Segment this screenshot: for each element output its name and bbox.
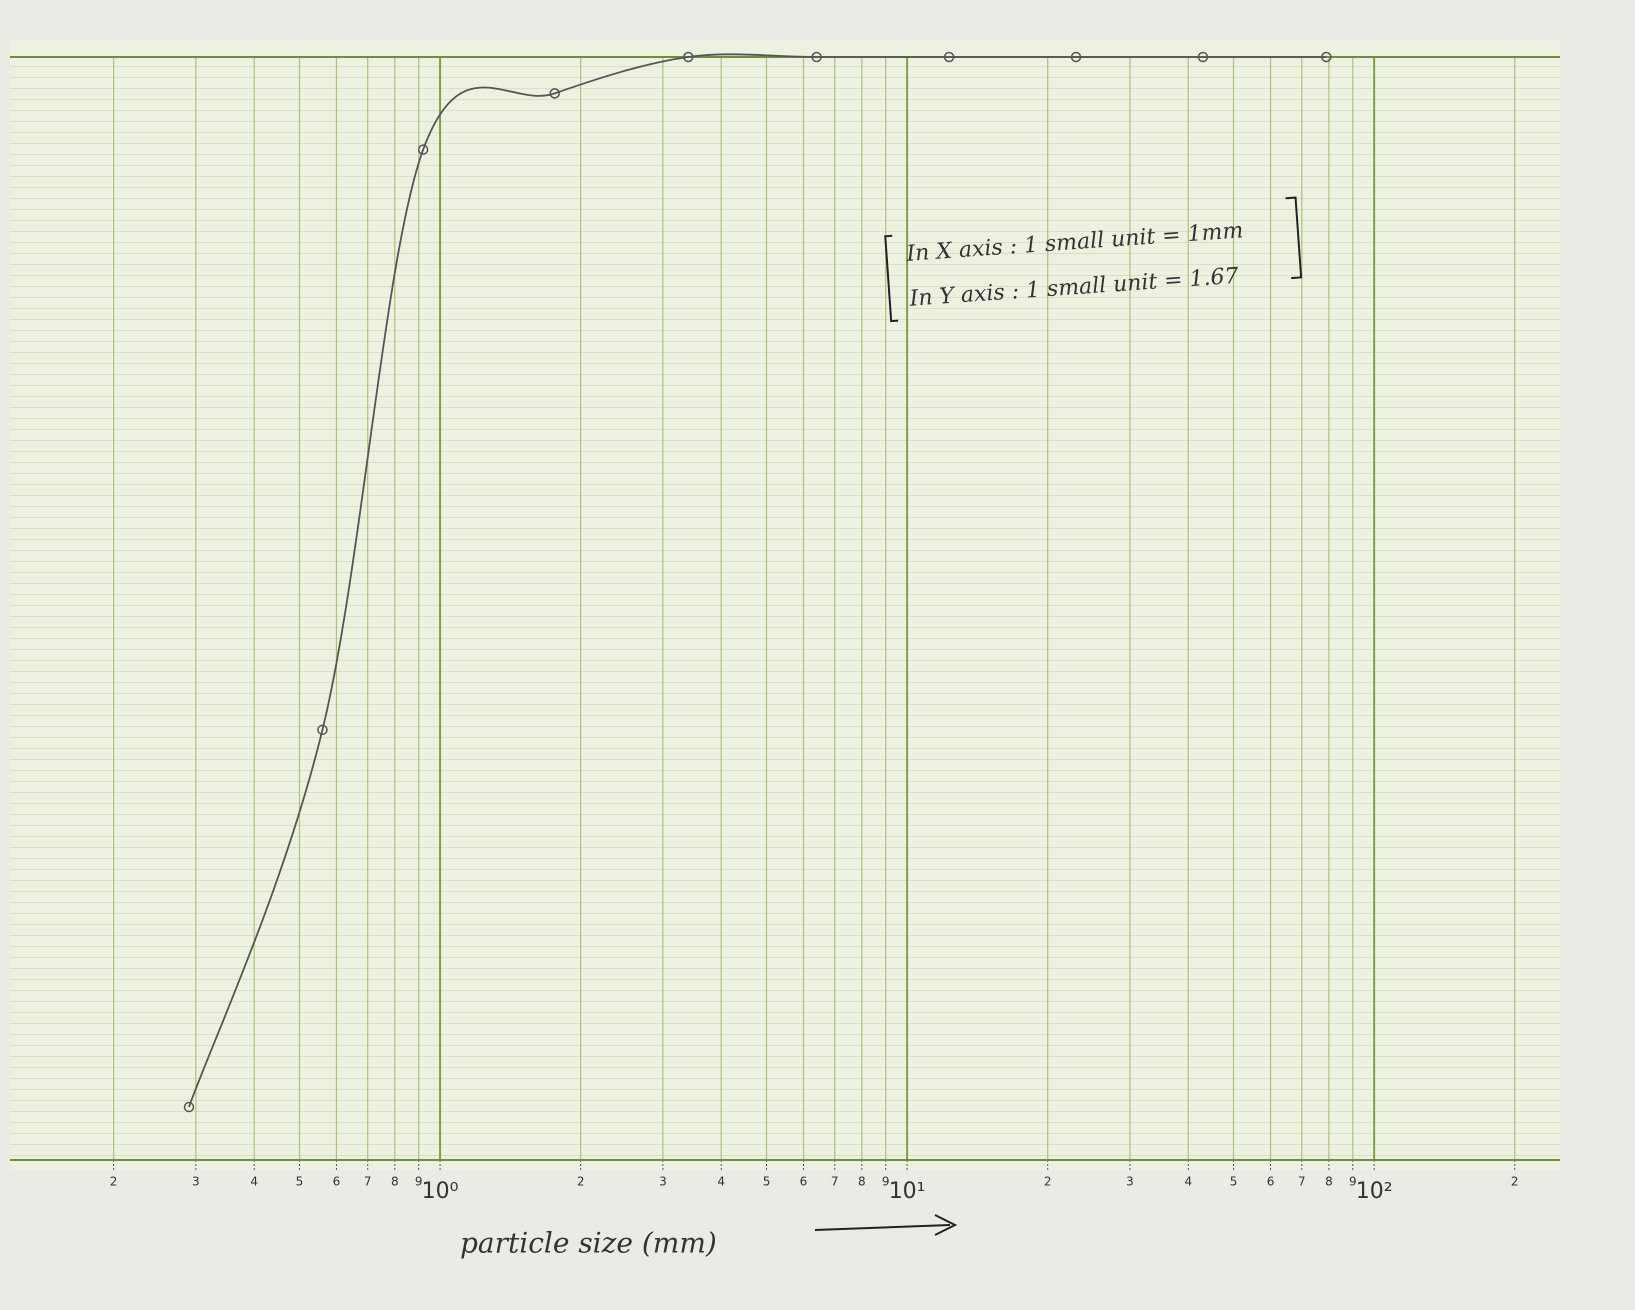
x-tick-label: 2 (1511, 1175, 1519, 1189)
x-tick-label: 2 (577, 1175, 585, 1189)
x-tick-label: 5 (763, 1175, 771, 1189)
x-tick-label: 5 (1230, 1175, 1238, 1189)
x-tick-label: 8 (391, 1175, 399, 1189)
x-tick-label: 6 (1267, 1175, 1275, 1189)
x-tick-label: 3 (659, 1175, 667, 1189)
x-tick-label: 8 (1325, 1175, 1333, 1189)
x-tick-label: 5 (296, 1175, 304, 1189)
x-tick-label: 10⁰ (422, 1179, 459, 1204)
x-tick-label: 10² (1356, 1179, 1393, 1204)
x-tick-label: 8 (858, 1175, 866, 1189)
paper-grid (10, 57, 1560, 1160)
x-tick-label: 7 (364, 1175, 372, 1189)
x-tick-label: 6 (800, 1175, 808, 1189)
x-axis-label: particle size (mm) (460, 1227, 717, 1260)
x-tick-label: 7 (831, 1175, 839, 1189)
x-tick-label: 4 (250, 1175, 258, 1189)
x-tick-label: 3 (192, 1175, 200, 1189)
x-tick-label: 4 (1184, 1175, 1192, 1189)
x-tick-label: 10¹ (889, 1179, 926, 1204)
x-tick-label: 3 (1126, 1175, 1134, 1189)
x-tick-label: 4 (717, 1175, 725, 1189)
x-tick-label: 2 (110, 1175, 118, 1189)
x-tick-label: 6 (333, 1175, 341, 1189)
chart: 2345678910⁰2345678910¹2345678910²2 parti… (0, 0, 1635, 1310)
x-tick-label: 7 (1298, 1175, 1306, 1189)
x-tick-label: 2 (1044, 1175, 1052, 1189)
